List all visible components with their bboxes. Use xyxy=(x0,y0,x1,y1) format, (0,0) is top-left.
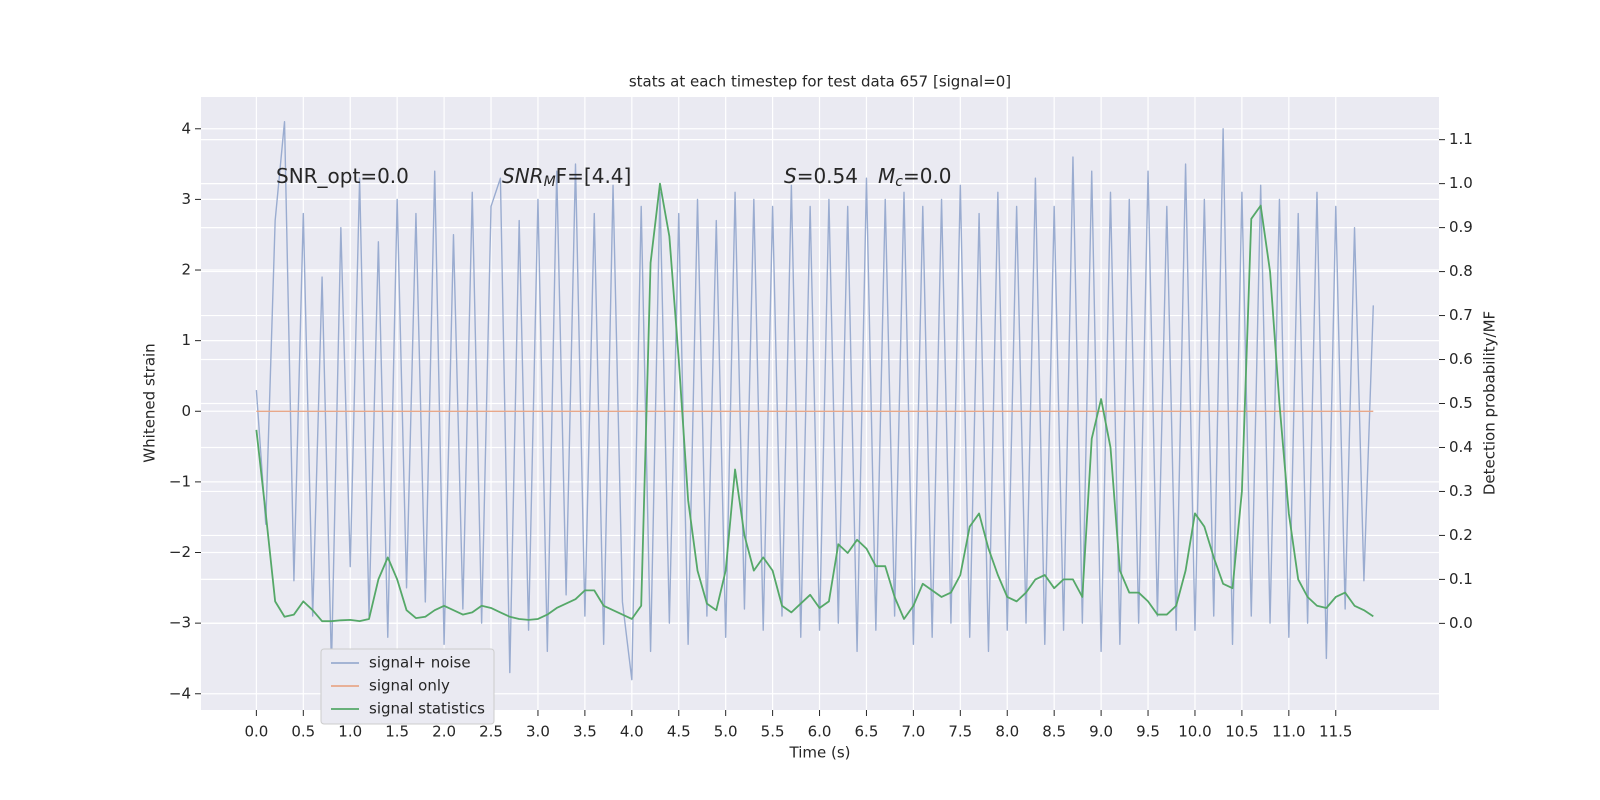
annotation: SNRMF=[4.4] xyxy=(502,164,631,191)
y2-tick-label: 1.0 xyxy=(1449,174,1473,192)
y-axis-label: Whitened strain xyxy=(141,343,159,462)
y2-tick-label: 0.8 xyxy=(1449,262,1473,280)
x-tick-label: 0.5 xyxy=(291,723,315,741)
x-tick-label: 6.0 xyxy=(808,723,832,741)
annotation: SNR_opt=0.0 xyxy=(276,164,409,188)
x-tick-label: 10.0 xyxy=(1178,723,1211,741)
y-tick-label: 3 xyxy=(181,190,191,208)
x-tick-label: 3.5 xyxy=(573,723,597,741)
y-tick-label: −1 xyxy=(169,472,191,490)
annotation: Mc=0.0 xyxy=(878,164,952,191)
x-tick-label: 11.5 xyxy=(1319,723,1352,741)
y-tick-label: −4 xyxy=(169,684,191,702)
legend-label: signal only xyxy=(369,677,450,695)
legend-box xyxy=(320,648,495,725)
x-tick-label: 2.0 xyxy=(432,723,456,741)
annotation: S=0.54 xyxy=(784,164,858,188)
series-line xyxy=(255,182,1374,623)
y2-tick-label: 0.9 xyxy=(1449,218,1473,236)
x-tick-label: 4.0 xyxy=(620,723,644,741)
x-tick-label: 1.5 xyxy=(385,723,409,741)
x-tick-label: 3.0 xyxy=(526,723,550,741)
x-tick-label: 2.5 xyxy=(479,723,503,741)
x-tick-label: 0.0 xyxy=(244,723,268,741)
y-tick-label: 4 xyxy=(181,119,191,137)
annotation-part: S xyxy=(784,164,797,188)
annotation-part: SNR_opt=0.0 xyxy=(276,164,409,188)
chart-title: stats at each timestep for test data 657… xyxy=(629,73,1011,91)
x-tick-label: 7.0 xyxy=(901,723,925,741)
legend-label: signal+ noise xyxy=(369,654,471,672)
y2-tick-label: 0.5 xyxy=(1449,394,1473,412)
x-tick-label: 10.5 xyxy=(1225,723,1258,741)
x-tick-label: 6.5 xyxy=(855,723,879,741)
annotation-part: =0.0 xyxy=(903,164,952,188)
y2-tick-label: 1.1 xyxy=(1449,130,1473,148)
x-tick-label: 9.5 xyxy=(1136,723,1160,741)
y2-tick-label: 0.3 xyxy=(1449,482,1473,500)
x-tick-label: 8.5 xyxy=(1042,723,1066,741)
x-tick-label: 8.0 xyxy=(995,723,1019,741)
y2-tick-label: 0.7 xyxy=(1449,306,1473,324)
series-line xyxy=(255,121,1374,681)
x-axis-label: Time (s) xyxy=(789,744,851,762)
legend-label: signal statistics xyxy=(369,700,485,718)
y2-tick-label: 0.1 xyxy=(1449,570,1473,588)
annotation-part: =0.54 xyxy=(797,164,858,188)
x-tick-label: 5.0 xyxy=(714,723,738,741)
x-tick-label: 5.5 xyxy=(761,723,785,741)
y-tick-label: −3 xyxy=(169,614,191,632)
x-tick-label: 7.5 xyxy=(948,723,972,741)
annotation-part: c xyxy=(895,174,903,190)
y2-tick-label: 0.4 xyxy=(1449,438,1473,456)
y2-axis-label: Detection probability/MF xyxy=(1481,311,1499,495)
annotation-part: F=[4.4] xyxy=(556,164,632,188)
x-tick-label: 1.0 xyxy=(338,723,362,741)
annotation-part: M xyxy=(878,164,895,188)
y2-tick-label: 0.0 xyxy=(1449,614,1473,632)
x-tick-label: 11.0 xyxy=(1272,723,1305,741)
y-tick-label: 2 xyxy=(181,261,191,279)
x-tick-label: 9.0 xyxy=(1089,723,1113,741)
y-tick-label: 0 xyxy=(181,402,191,420)
y-tick-label: −2 xyxy=(169,543,191,561)
y-tick-label: 1 xyxy=(181,331,191,349)
x-tick-label: 4.5 xyxy=(667,723,691,741)
y2-tick-label: 0.6 xyxy=(1449,350,1473,368)
y2-tick-label: 0.2 xyxy=(1449,526,1473,544)
annotation-part: SNR xyxy=(502,164,544,188)
annotation-part: M xyxy=(544,174,556,190)
